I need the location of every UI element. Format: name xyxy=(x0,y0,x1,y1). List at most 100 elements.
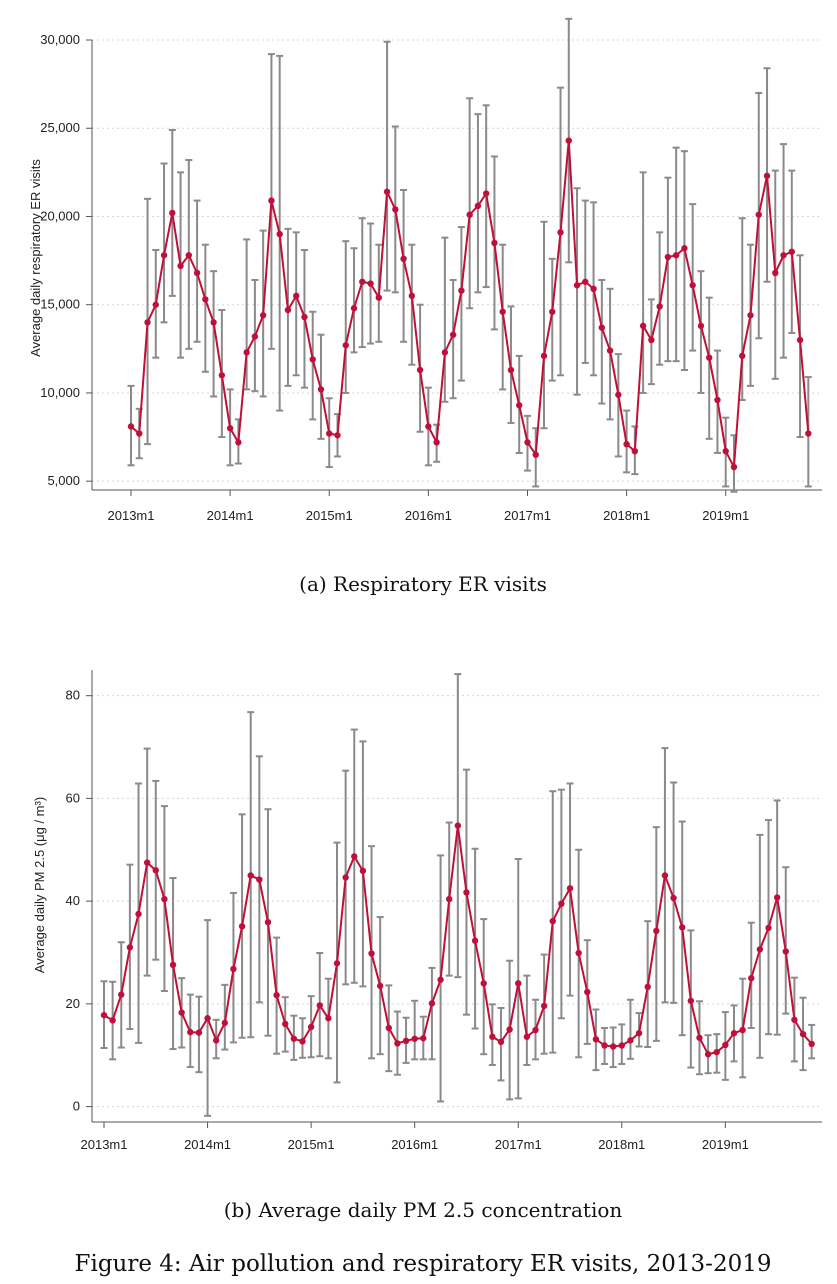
b-data-point xyxy=(143,859,151,866)
a-data-point xyxy=(169,209,176,217)
b-data-point xyxy=(187,1028,194,1036)
b-y-tick-label: 0 xyxy=(73,1099,80,1114)
a-data-point xyxy=(474,202,482,210)
b-data-point xyxy=(316,1002,323,1009)
a-data-point xyxy=(226,425,234,432)
a-data-point xyxy=(549,308,556,315)
b-x-tick-label: 2015m1 xyxy=(288,1137,335,1152)
a-data-point xyxy=(573,282,581,289)
b-data-point xyxy=(480,980,487,987)
b-data-point xyxy=(592,1036,600,1043)
a-data-point xyxy=(342,342,349,349)
b-data-point xyxy=(609,1043,617,1050)
b-x-tick-label: 2016m1 xyxy=(391,1137,438,1152)
a-data-point xyxy=(433,439,440,446)
b-y-tick-label: 80 xyxy=(66,688,80,703)
a-y-tick-label: 25,000 xyxy=(40,120,80,135)
b-data-point xyxy=(169,961,177,969)
panel-b-chart: 0 20 40 60 80 2013m1 2014m1 2015m1 2016m1 2017m1… xyxy=(32,670,822,1222)
a-data-point xyxy=(136,430,143,437)
b-data-point xyxy=(661,872,669,879)
a-data-point xyxy=(582,278,589,285)
b-y-tick-label: 60 xyxy=(66,790,80,805)
b-data-point xyxy=(385,1024,392,1032)
b-data-point xyxy=(808,1040,815,1048)
b-data-point xyxy=(584,988,591,996)
a-data-point xyxy=(359,278,366,285)
b-data-point xyxy=(627,1037,634,1044)
a-data-point xyxy=(367,280,374,287)
a-data-point xyxy=(202,296,209,303)
a-data-point xyxy=(499,308,506,315)
b-data-point xyxy=(601,1042,608,1049)
a-data-point xyxy=(516,402,523,409)
panel-b-y-ticks: 0 20 40 60 80 xyxy=(66,688,92,1114)
b-data-point xyxy=(644,983,651,991)
a-data-point xyxy=(656,303,663,310)
a-data-point xyxy=(730,463,738,471)
b-data-point xyxy=(635,1029,643,1037)
b-data-point xyxy=(549,917,556,925)
a-data-point xyxy=(565,137,572,144)
b-data-point xyxy=(402,1037,410,1045)
a-data-point xyxy=(218,372,226,379)
b-data-point xyxy=(497,1038,505,1046)
b-data-point xyxy=(135,910,142,918)
b-data-point xyxy=(109,1017,116,1024)
b-data-point xyxy=(722,1041,729,1049)
a-x-tick-label: 2014m1 xyxy=(207,508,254,523)
b-data-point xyxy=(126,944,134,951)
b-data-point xyxy=(299,1038,306,1045)
b-data-point xyxy=(558,900,565,907)
a-data-point xyxy=(739,352,746,360)
a-data-point xyxy=(392,206,399,213)
a-x-tick-label: 2016m1 xyxy=(405,508,452,523)
b-data-point xyxy=(230,965,237,973)
a-data-point xyxy=(689,282,696,289)
a-data-point xyxy=(210,319,217,326)
panel-b-y-axis-label: Average daily PM 2.5 (μg / m³) xyxy=(32,797,47,973)
b-data-point xyxy=(247,872,254,879)
b-data-point xyxy=(540,1002,548,1010)
a-data-point xyxy=(383,188,391,195)
a-data-point xyxy=(664,253,672,261)
b-data-point xyxy=(532,1026,539,1034)
b-data-point xyxy=(679,924,686,931)
b-data-point xyxy=(575,949,582,957)
b-x-tick-label: 2013m1 xyxy=(81,1137,128,1152)
a-data-point xyxy=(400,255,407,263)
b-data-point xyxy=(100,1011,108,1019)
b-data-point xyxy=(670,894,677,902)
b-data-point xyxy=(359,867,367,875)
a-data-point xyxy=(747,312,754,319)
panel-a-y-axis-label: Average daily respiratory ER visits xyxy=(28,159,43,357)
b-data-point xyxy=(765,924,772,932)
a-data-point xyxy=(482,190,490,197)
b-data-point xyxy=(773,894,781,901)
a-data-point xyxy=(425,423,432,430)
a-data-point xyxy=(127,423,135,430)
b-data-point xyxy=(264,918,272,926)
a-data-point xyxy=(350,305,358,312)
a-data-point xyxy=(160,252,168,259)
a-data-point xyxy=(722,447,729,455)
a-data-point xyxy=(796,336,804,344)
a-data-point xyxy=(639,322,647,330)
a-data-point xyxy=(375,294,382,301)
panel-b-x-ticks: 2013m1 2014m1 2015m1 2016m1 2017m1 2018m1 2019… xyxy=(81,1122,749,1152)
b-data-point xyxy=(307,1023,315,1031)
b-data-point xyxy=(118,991,125,998)
b-data-point xyxy=(256,876,263,883)
a-data-point xyxy=(301,313,308,321)
b-data-point xyxy=(178,1009,185,1016)
a-data-point xyxy=(615,391,622,398)
panel-a-caption: (a) Respiratory ER visits xyxy=(299,572,547,596)
b-data-point xyxy=(618,1042,625,1049)
b-data-point xyxy=(463,889,470,896)
b-data-point xyxy=(782,948,789,955)
a-data-point xyxy=(590,285,597,293)
a-data-point xyxy=(185,252,193,259)
b-data-point xyxy=(368,950,375,957)
figure-caption: Figure 4: Air pollution and respiratory … xyxy=(75,1251,772,1277)
